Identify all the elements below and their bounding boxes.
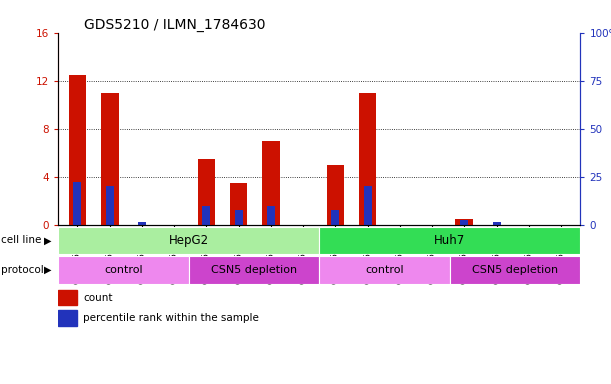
Text: control: control [104, 265, 142, 275]
Bar [492, 222, 500, 225]
Bar [267, 207, 275, 225]
Bar [359, 93, 376, 225]
Text: protocol: protocol [1, 265, 43, 275]
Text: ▶: ▶ [44, 235, 51, 245]
Bar [197, 159, 215, 225]
Bar [58, 290, 77, 305]
Bar [262, 141, 280, 225]
Bar [364, 186, 371, 225]
Text: cell line: cell line [1, 235, 41, 245]
Bar [455, 218, 474, 225]
Bar [68, 74, 86, 225]
Bar [106, 186, 114, 225]
Text: percentile rank within the sample: percentile rank within the sample [83, 313, 259, 323]
Text: GDS5210 / ILMN_1784630: GDS5210 / ILMN_1784630 [84, 18, 266, 31]
Text: CSN5 depletion: CSN5 depletion [472, 265, 558, 275]
Bar [320, 256, 450, 284]
Bar [230, 183, 247, 225]
Text: ▶: ▶ [44, 265, 51, 275]
Text: Huh7: Huh7 [434, 234, 466, 247]
Bar [202, 207, 210, 225]
Text: CSN5 depletion: CSN5 depletion [211, 265, 297, 275]
Bar [235, 210, 243, 225]
Bar [73, 182, 81, 225]
Bar [58, 227, 320, 254]
Bar [138, 222, 146, 225]
Bar [101, 93, 119, 225]
Bar [58, 311, 77, 326]
Text: HepG2: HepG2 [169, 234, 209, 247]
Bar [189, 256, 320, 284]
Bar [450, 256, 580, 284]
Bar [320, 227, 580, 254]
Bar [326, 165, 344, 225]
Bar [331, 210, 339, 225]
Text: control: control [365, 265, 404, 275]
Text: count: count [83, 293, 112, 303]
Bar [58, 256, 189, 284]
Bar [460, 220, 469, 225]
